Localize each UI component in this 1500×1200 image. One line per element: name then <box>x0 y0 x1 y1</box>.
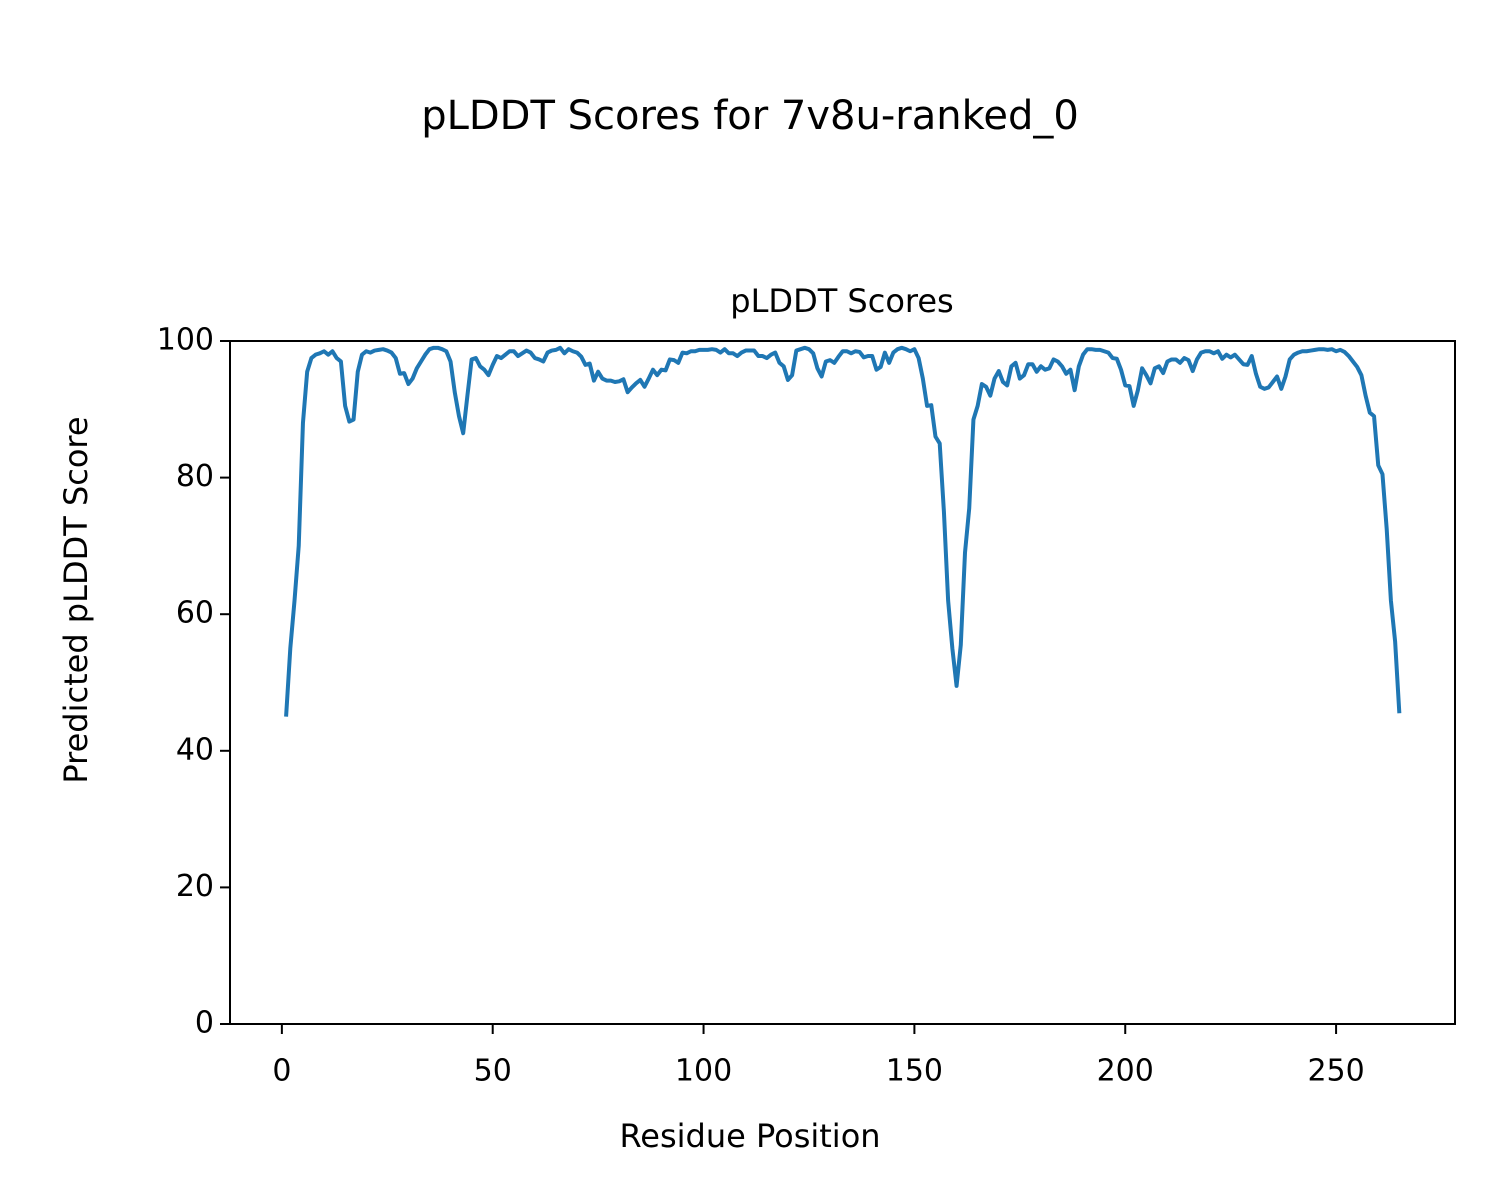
x-tick-label: 0 <box>272 1054 291 1089</box>
y-tick-label: 100 <box>157 323 214 358</box>
x-axis-label: Residue Position <box>619 1117 880 1155</box>
axes-frame <box>229 340 1456 1025</box>
x-tick-label: 50 <box>474 1054 512 1089</box>
y-tick-label: 80 <box>176 459 214 494</box>
y-axis-label: Predicted pLDDT Score <box>57 416 95 783</box>
y-tick-label: 40 <box>176 732 214 767</box>
x-tick-label: 200 <box>1097 1054 1154 1089</box>
x-tick-label: 150 <box>886 1054 943 1089</box>
chart-title: pLDDT Scores for 7v8u-ranked_0 <box>421 93 1079 139</box>
y-tick-label: 0 <box>195 1006 214 1041</box>
x-tick-label: 250 <box>1307 1054 1364 1089</box>
line <box>284 345 1402 717</box>
y-tick-label: 60 <box>176 596 214 631</box>
axes-title: pLDDT Scores <box>730 282 953 320</box>
y-tick-label: 20 <box>176 869 214 904</box>
x-tick-label: 100 <box>675 1054 732 1089</box>
